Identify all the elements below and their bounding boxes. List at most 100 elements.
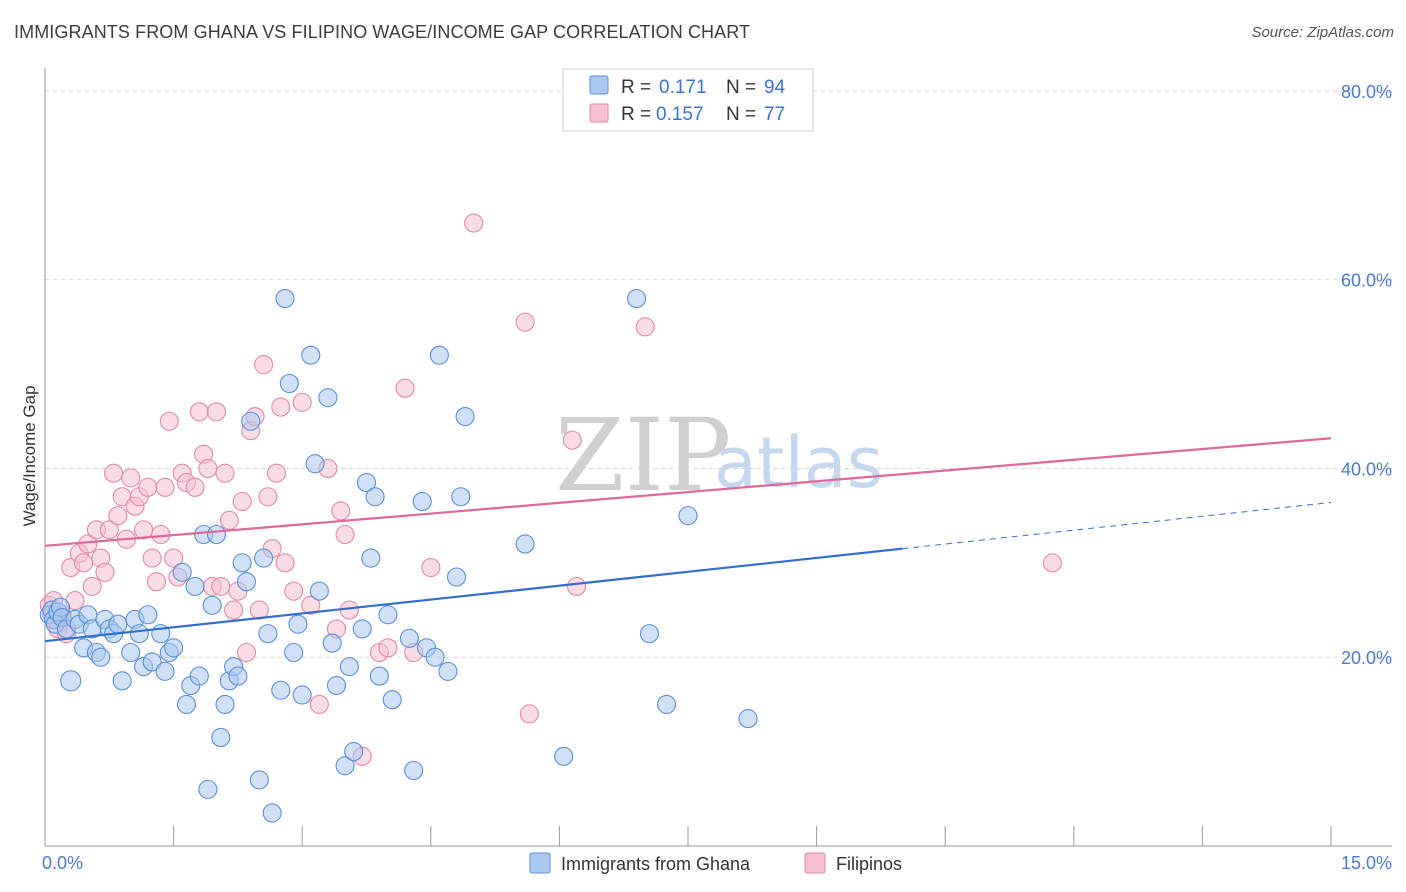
ghana-point-35 <box>189 666 209 686</box>
y-tick-label-3: 80.0% <box>1341 82 1392 102</box>
filipinos-point-45 <box>232 491 252 512</box>
ghana-point-61 <box>318 388 338 408</box>
ghana-trend-line <box>44 547 903 643</box>
legend-n-label-2: N = <box>726 104 756 125</box>
ghana-point-40 <box>211 727 231 748</box>
ghana-point-53 <box>275 288 295 309</box>
filipinos-point-50 <box>254 355 274 375</box>
x-tick-label-1: 15.0% <box>1341 853 1392 873</box>
filipinos-trend-line <box>44 437 1332 547</box>
legend-n-label-1: N = <box>726 77 756 98</box>
ghana-point-44 <box>228 666 248 686</box>
ghana-point-47 <box>241 411 261 431</box>
ghana-point-21 <box>121 642 141 663</box>
ghana-point-45 <box>232 553 252 573</box>
x-tick-label-0: 0.0% <box>42 853 83 873</box>
ghana-point-25 <box>138 605 158 625</box>
ghana-point-79 <box>429 345 449 365</box>
filipinos-point-29 <box>159 411 179 431</box>
ghana-point-8 <box>60 670 82 692</box>
filipinos-point-63 <box>335 524 355 545</box>
legend-r-label-2: R = <box>621 104 651 125</box>
ghana-point-87 <box>639 624 659 644</box>
ghana-point-20 <box>112 671 132 691</box>
ghana-point-78 <box>425 647 445 667</box>
ghana-point-76 <box>412 491 432 512</box>
stats-legend: R = 0.171 N = 94 R = 0.157 N = 77 <box>562 68 814 132</box>
filipinos-point-41 <box>215 463 235 483</box>
filipinos-point-11 <box>82 576 102 596</box>
ghana-point-56 <box>288 614 308 634</box>
filipinos-point-74 <box>562 430 582 450</box>
series-legend-swatch-ghana <box>529 852 551 874</box>
ghana-point-52 <box>271 680 291 700</box>
ghana-point-88 <box>657 694 677 714</box>
ghana-point-73 <box>382 690 402 710</box>
ghana-point-48 <box>249 770 269 790</box>
ghana-point-55 <box>284 642 304 663</box>
filipinos-point-26 <box>146 572 167 592</box>
filipinos-point-73 <box>519 704 539 724</box>
ghana-point-85 <box>554 746 574 766</box>
filipinos-point-17 <box>108 506 128 526</box>
legend-n-value-2: 77 <box>764 104 785 125</box>
watermark-zip: ZIP <box>555 397 731 514</box>
filipinos-point-71 <box>464 213 484 233</box>
filipinos-point-62 <box>331 501 351 521</box>
filipinos-point-14 <box>95 562 115 582</box>
series-legend-swatch-filipinos <box>804 852 826 874</box>
ghana-point-19 <box>108 614 128 634</box>
ghana-point-69 <box>361 548 381 568</box>
y-tick-label-0: 20.0% <box>1341 648 1392 668</box>
ghana-point-89 <box>678 506 698 526</box>
ghana-point-26 <box>142 652 162 672</box>
filipinos-point-46 <box>236 642 257 663</box>
ghana-point-50 <box>258 624 278 644</box>
ghana-point-75 <box>404 760 424 781</box>
legend-r-value-2: 0.157 <box>656 104 704 125</box>
ghana-point-64 <box>335 756 355 776</box>
ghana-point-60 <box>309 581 329 601</box>
filipinos-point-72 <box>515 312 535 332</box>
filipinos-point-58 <box>301 595 321 615</box>
ghana-point-51 <box>262 803 282 823</box>
ghana-point-67 <box>352 619 372 639</box>
ghana-point-46 <box>236 572 257 592</box>
watermark: ZIP atlas <box>555 397 883 514</box>
filipinos-point-30 <box>164 548 184 568</box>
filipinos-point-70 <box>421 557 441 578</box>
filipinos-point-54 <box>271 397 291 417</box>
filipinos-point-40 <box>211 576 231 596</box>
series-legend: Immigrants from Ghana Filipinos <box>529 852 902 874</box>
ghana-point-31 <box>172 562 192 582</box>
ghana-point-49 <box>254 548 274 568</box>
ghana-point-65 <box>339 657 359 677</box>
ghana-point-81 <box>446 567 467 587</box>
ghana-point-68 <box>356 473 377 493</box>
ghana-point-62 <box>322 633 342 653</box>
ghana-point-28 <box>155 661 175 681</box>
ghana-point-86 <box>627 288 647 309</box>
legend-n-value-1: 94 <box>764 77 786 98</box>
filipinos-point-51 <box>258 487 278 507</box>
ghana-point-41 <box>215 694 235 714</box>
watermark-atlas: atlas <box>714 422 883 504</box>
y-tick-label-1: 40.0% <box>1341 459 1392 479</box>
filipinos-point-20 <box>121 468 141 488</box>
ghana-points <box>39 288 758 823</box>
ghana-trend-extension <box>902 501 1332 550</box>
ghana-point-54 <box>279 373 299 394</box>
filipinos-point-75 <box>566 576 587 596</box>
filipinos-point-57 <box>292 392 312 412</box>
ghana-point-70 <box>365 487 385 507</box>
filipinos-point-56 <box>284 581 304 601</box>
ghana-point-83 <box>455 406 475 427</box>
ghana-point-90 <box>738 709 758 729</box>
ghana-point-15 <box>91 647 111 667</box>
filipinos-point-67 <box>378 638 398 658</box>
filipinos-point-43 <box>224 600 244 620</box>
filipinos-point-16 <box>104 463 124 483</box>
source-label: Source: ZipAtlas.com <box>1251 24 1394 41</box>
axes <box>44 68 1392 847</box>
